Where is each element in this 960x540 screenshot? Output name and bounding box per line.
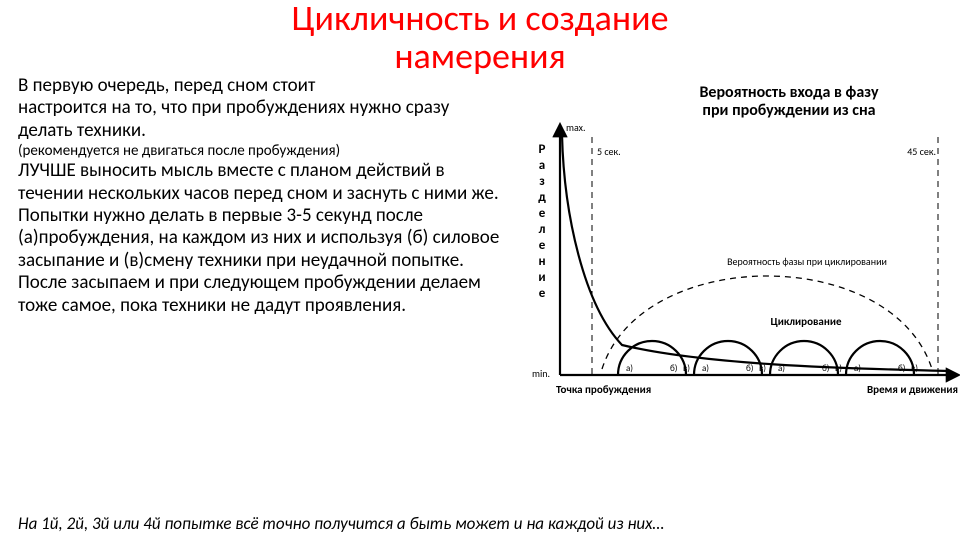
x-start-label: Точка пробуждения xyxy=(556,383,651,396)
cycle-1-a: а) xyxy=(626,363,633,374)
label-5s: 5 сек. xyxy=(597,145,621,158)
y-axis-letter-9: е xyxy=(539,286,546,301)
y-max-label: max. xyxy=(566,121,586,134)
dashed-prob-curve xyxy=(602,276,932,369)
cycle-1-b: б) xyxy=(670,363,678,374)
cycle-4-a: а) xyxy=(854,363,861,374)
cycle-3-a: а) xyxy=(778,363,785,374)
text-column: В первую очередь, перед сном стоит настр… xyxy=(18,75,508,510)
footer-note: На 1й, 2й, 3й или 4й попытке всё точно п… xyxy=(18,513,942,534)
slide-root: Цикличность и создание намерения В перву… xyxy=(0,0,960,540)
content-row: В первую очередь, перед сном стоит настр… xyxy=(18,75,960,510)
chart-title-1: Вероятность входа в фазу xyxy=(699,83,879,102)
y-axis-letter-6: е xyxy=(539,238,546,253)
y-axis-letter-4: е xyxy=(539,206,546,221)
cycle-1-v: в) xyxy=(683,363,690,374)
cycle-2-a: а) xyxy=(702,363,709,374)
cycle-2-b: б) xyxy=(746,363,754,374)
cycle-4-v: в) xyxy=(911,363,918,374)
title-block: Цикличность и создание намерения xyxy=(0,0,960,76)
chart-title-2: при пробуждении из сна xyxy=(702,101,875,120)
cycle-group-label: Циклирование xyxy=(770,315,842,328)
x-end-label: Время и движения xyxy=(867,383,958,396)
y-axis-letter-2: з xyxy=(539,174,545,189)
body-p1-rest: настроится на то, что при пробуждениях н… xyxy=(18,97,500,142)
body-note: (рекомендуется не двигаться после пробуж… xyxy=(18,142,500,160)
y-axis-letter-0: Р xyxy=(539,142,546,157)
y-axis-letter-3: д xyxy=(538,190,546,205)
body-p1-pre: В первую очередь, перед сном стоит xyxy=(18,75,500,97)
title-line-1: Цикличность и создание xyxy=(0,0,960,38)
cycle-3-v: в) xyxy=(835,363,842,374)
chart-column: Вероятность входа в фазупри пробуждении … xyxy=(508,75,960,510)
dashed-label: Вероятность фазы при циклировании xyxy=(727,255,887,268)
title-line-2: намерения xyxy=(0,38,960,76)
y-axis-letter-8: и xyxy=(538,270,545,285)
y-axis-letter-7: н xyxy=(538,254,545,269)
y-axis-letter-1: а xyxy=(539,158,545,173)
cycle-4-b: б) xyxy=(898,363,906,374)
body-p2: ЛУЧШЕ выносить мысль вместе с планом дей… xyxy=(18,160,500,205)
label-45s: 45 сек. xyxy=(907,145,936,158)
cycle-3-b: б) xyxy=(822,363,830,374)
y-min-label: min. xyxy=(532,367,550,380)
y-axis-letter-5: л xyxy=(539,222,546,237)
cycle-2-v: в) xyxy=(759,363,766,374)
body-p3: Попытки нужно делать в первые 3-5 секунд… xyxy=(18,205,500,317)
prob-chart: Вероятность входа в фазупри пробуждении … xyxy=(508,75,960,435)
